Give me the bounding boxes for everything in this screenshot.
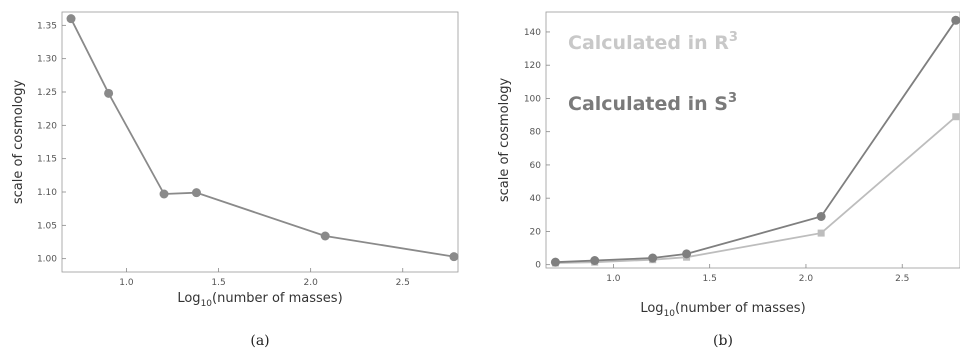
chart-a-series-1-point — [320, 231, 330, 241]
chart-a-xlabel: Log10(number of masses) — [177, 291, 342, 309]
chart-b-ytick-label: 100 — [524, 94, 541, 104]
chart-b-series-2-point — [951, 15, 960, 25]
chart-b-series-2-point — [590, 256, 600, 266]
chart-a-series-1-point — [449, 252, 459, 262]
chart-b-xtick-label: 1.0 — [606, 274, 621, 284]
chart-b-ytick-label: 60 — [530, 161, 542, 171]
chart-a-ytick-label: 1.15 — [37, 155, 57, 165]
chart-b: 0 20 40 60 80 100 120 140 1.0 1.5 2.0 2.5 scale of c… — [497, 11, 960, 349]
chart-b-xlabel: Log10(number of masses) — [640, 301, 805, 319]
chart-b-legend-item: Calculated in S3 — [568, 91, 737, 115]
chart-b-series-2-point — [550, 257, 560, 267]
chart-a-ytick-label: 1.10 — [37, 188, 57, 198]
chart-a-series-1-point — [104, 88, 114, 98]
chart-b-ytick-label: 140 — [524, 28, 541, 38]
chart-a-ylabel: scale of cosmology — [11, 80, 26, 205]
chart-b-ytick-label: 80 — [530, 128, 542, 138]
chart-a: 1.00 1.05 1.10 1.15 1.20 1.25 1.30 1.35 1.0 1.5 2.… — [11, 11, 459, 349]
chart-b-xtick-label: 2.5 — [895, 274, 909, 284]
chart-a-ytick-label: 1.20 — [37, 121, 57, 131]
chart-a-series-1-point — [159, 189, 169, 199]
chart-b-series-1-line — [555, 116, 957, 264]
chart-b-caption: (b) — [713, 333, 733, 349]
chart-a-ytick-label: 1.35 — [37, 21, 57, 31]
chart-b-legend-item: Calculated in R3 — [568, 30, 738, 54]
chart-b-series-2-point — [682, 249, 692, 259]
chart-a-series-1-line — [70, 18, 455, 258]
chart-a-xtick-label: 2.5 — [396, 278, 410, 288]
chart-a-ytick-label: 1.00 — [37, 255, 57, 265]
chart-a-xtick-label: 1.5 — [211, 278, 225, 288]
chart-a-series-1-point — [66, 14, 76, 24]
chart-b-series-1-point — [952, 113, 960, 121]
chart-a-xtick-label: 2.0 — [303, 278, 318, 288]
chart-b-series-2-line — [555, 19, 957, 264]
chart-b-ylabel: scale of cosmology — [497, 78, 512, 203]
chart-b-series-1-point — [817, 229, 825, 237]
chart-b-ytick-label: 40 — [530, 194, 542, 204]
chart-a-xtick-label: 1.0 — [119, 278, 134, 288]
chart-b-ytick-label: 20 — [530, 227, 542, 237]
chart-b-xtick-label: 1.5 — [703, 274, 717, 284]
chart-a-plot-frame — [61, 11, 459, 273]
chart-b-plot-frame — [545, 11, 960, 269]
chart-b-series-2-point — [648, 253, 658, 263]
chart-b-xtick-label: 2.0 — [799, 274, 814, 284]
chart-a-series-1-point — [191, 188, 201, 198]
chart-b-ytick-label: 0 — [535, 261, 541, 271]
chart-a-ytick-label: 1.25 — [37, 88, 57, 98]
chart-a-caption: (a) — [250, 333, 269, 349]
chart-b-series-2-point — [816, 211, 826, 221]
chart-b-ytick-label: 120 — [524, 61, 541, 71]
chart-a-ytick-label: 1.30 — [37, 55, 57, 65]
chart-a-ytick-label: 1.05 — [37, 221, 57, 231]
